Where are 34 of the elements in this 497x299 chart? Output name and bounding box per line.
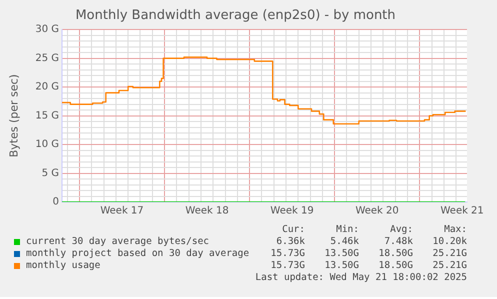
text: 13.50G	[324, 260, 359, 271]
text: Cur:	[281, 224, 305, 235]
text: 18.50G	[378, 248, 413, 259]
text: Avg:	[389, 224, 413, 235]
x-tick-label: Week 20	[355, 206, 399, 217]
legend-label: monthly usage	[26, 260, 102, 271]
text: 18.50G	[378, 260, 413, 271]
x-tick-label: Week 18	[185, 206, 229, 217]
text: 10.20k	[432, 236, 467, 247]
x-tick-label: Week 19	[270, 206, 314, 217]
text: 6.36k	[275, 236, 305, 247]
text: 13.50G	[324, 248, 359, 259]
legend-label: current 30 day average bytes/sec	[26, 236, 210, 247]
x-tick-label: Week 17	[100, 206, 144, 217]
chart-title: Monthly Bandwidth average (enp2s0) - by month	[75, 8, 396, 24]
text: Last update: Wed May 21 18:00:02 2025	[254, 272, 467, 283]
text: Min:	[335, 224, 359, 235]
y-tick-label: 30 G	[35, 24, 59, 36]
text: 25.21G	[432, 248, 467, 259]
text: 7.48k	[383, 236, 413, 247]
y-tick-label: 5 G	[42, 168, 59, 179]
text: 25.21G	[432, 260, 467, 271]
text: Max:	[443, 224, 467, 235]
y-tick-label: 10 G	[35, 139, 59, 150]
y-tick-label: 25 G	[35, 52, 59, 64]
text: 5.46k	[329, 236, 359, 247]
text: 15.73G	[270, 260, 305, 271]
y-tick-label: 0	[52, 196, 59, 208]
y-tick-label: 15 G	[35, 110, 59, 122]
text: 15.73G	[270, 248, 305, 259]
x-tick-label: Week 21	[440, 206, 484, 217]
y-axis-title: Bytes (per sec)	[7, 74, 20, 158]
legend-label: monthly project based on 30 day average	[26, 248, 250, 259]
y-tick-label: 20 G	[35, 82, 59, 93]
